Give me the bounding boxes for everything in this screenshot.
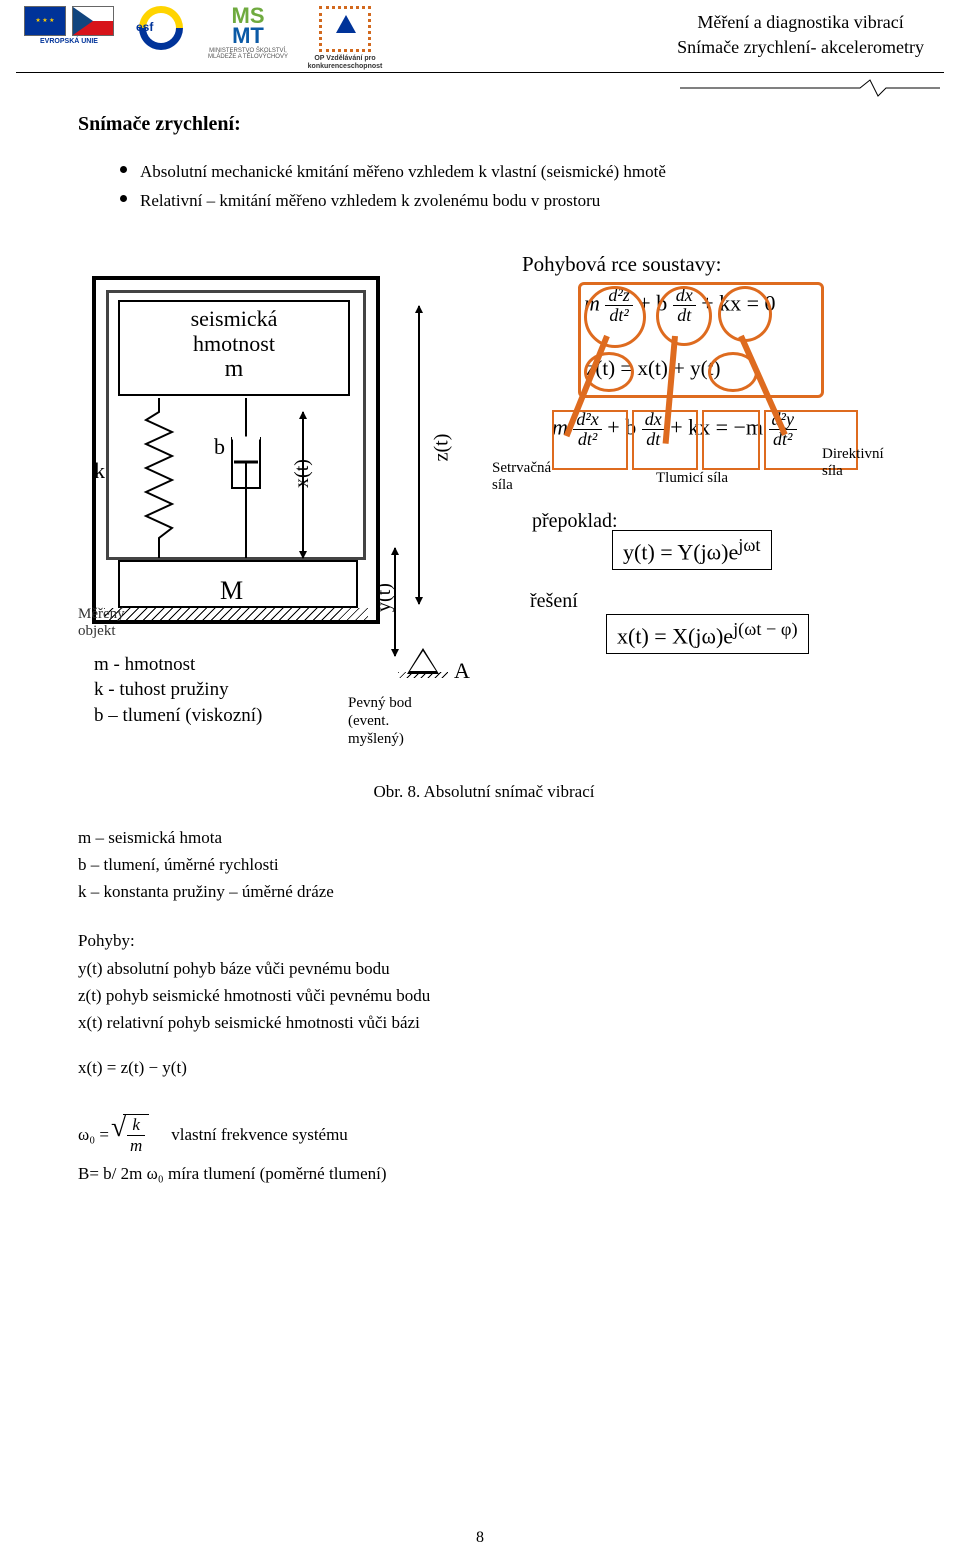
sensor-frame: seismická hmotnost m bbox=[92, 276, 380, 624]
cz-flag-icon bbox=[72, 6, 114, 36]
motions-title: Pohyby: bbox=[78, 927, 890, 954]
def-m: m – seismická hmota bbox=[78, 824, 890, 851]
page-number: 8 bbox=[0, 1529, 960, 1547]
label-directive-force: Direktivní síla bbox=[822, 446, 884, 481]
zt-arrow bbox=[418, 306, 420, 604]
eu-flag-icon: ★ ★ ★ bbox=[24, 6, 66, 36]
eu-label: EVROPSKÁ UNIE bbox=[24, 38, 114, 45]
motion-y: y(t) absolutní pohyb báze vůči pevnému b… bbox=[78, 955, 890, 982]
logo-op: OP Vzdělávání pro konkurenceschopnost bbox=[300, 6, 390, 70]
seismic-mass-box: seismická hmotnost m bbox=[118, 300, 350, 396]
motions: Pohyby: y(t) absolutní pohyb báze vůči p… bbox=[78, 927, 890, 1036]
label-yt: y(t) bbox=[370, 586, 399, 609]
definitions: m – seismická hmota b – tlumení, úměrné … bbox=[78, 824, 890, 906]
ground-hatch bbox=[104, 608, 368, 620]
label-A: A bbox=[454, 658, 470, 684]
header-line2: Snímače zrychlení- akcelerometry bbox=[677, 35, 924, 60]
page-header: ★ ★ ★ EVROPSKÁ UNIE esf MS MT MINISTERST… bbox=[16, 0, 944, 73]
header-divider-decoration bbox=[680, 78, 940, 98]
damping-equation: B= b/ 2m ω₀ míra tlumení (poměrné tlumen… bbox=[78, 1164, 890, 1184]
header-line1: Měření a diagnostika vibrací bbox=[677, 10, 924, 35]
label-xt: x(t) bbox=[288, 462, 317, 485]
fixed-point-icon bbox=[398, 648, 448, 692]
bullet-item: Absolutní mechanické kmitání měřeno vzhl… bbox=[120, 158, 890, 187]
main-figure: seismická hmotnost m bbox=[78, 246, 898, 766]
highlight-circle bbox=[718, 286, 772, 342]
motion-z: z(t) pohyb seismické hmotnosti vůči pevn… bbox=[78, 982, 890, 1009]
motion-x: x(t) relativní pohyb seismické hmotnosti… bbox=[78, 1009, 890, 1036]
label-big-m: M bbox=[220, 576, 243, 606]
label-k: k bbox=[94, 458, 105, 484]
highlight-term-box bbox=[702, 410, 760, 470]
highlight-circle bbox=[656, 286, 712, 346]
bullet-list: Absolutní mechanické kmitání měřeno vzhl… bbox=[120, 158, 890, 216]
sqrt-icon: √ k m bbox=[123, 1114, 149, 1156]
measured-object-label: Měřený objekt bbox=[78, 606, 125, 641]
fixed-point-label: Pevný bod (event. myšlený) bbox=[348, 694, 412, 748]
header-logos: ★ ★ ★ EVROPSKÁ UNIE esf MS MT MINISTERST… bbox=[24, 6, 390, 70]
damper-icon bbox=[226, 398, 266, 558]
label-damping-force: Tlumicí síla bbox=[656, 470, 728, 487]
highlight-term-box bbox=[632, 410, 698, 470]
logo-msmt: MS MT MINISTERSTVO ŠKOLSTVÍ, MLÁDEŽE A T… bbox=[208, 6, 288, 61]
bullet-item: Relativní – kmitání měřeno vzhledem k zv… bbox=[120, 187, 890, 216]
label-zt: z(t) bbox=[428, 436, 456, 459]
logo-esf: esf bbox=[126, 6, 196, 56]
solution-label: řešení bbox=[530, 590, 578, 613]
omega-equation: ω₀ = √ k m vlastní frekvence systému bbox=[78, 1114, 890, 1156]
spring-icon bbox=[144, 398, 174, 558]
label-inertia-force: Setrvačná síla bbox=[492, 460, 551, 495]
figure-left-notes: m - hmotnost k - tuhost pružiny b – tlum… bbox=[94, 652, 262, 729]
label-b: b bbox=[214, 434, 225, 460]
assumption-label: přepoklad: bbox=[532, 510, 618, 533]
highlight-term-box bbox=[552, 410, 628, 470]
def-k: k – konstanta pružiny – úměrné dráze bbox=[78, 878, 890, 905]
boxed-x-equation: x(t) = X(jω)ej(ωt − φ) bbox=[606, 614, 809, 654]
def-b: b – tlumení, úměrné rychlosti bbox=[78, 851, 890, 878]
highlight-circle bbox=[584, 286, 646, 348]
xz-relation: x(t) = z(t) − y(t) bbox=[78, 1058, 890, 1078]
equation-title: Pohybová rce soustavy: bbox=[522, 252, 721, 277]
boxed-y-equation: y(t) = Y(jω)ejωt bbox=[612, 530, 772, 570]
logo-eu: ★ ★ ★ EVROPSKÁ UNIE bbox=[24, 6, 114, 45]
figure-caption: Obr. 8. Absolutní snímač vibrací bbox=[78, 782, 890, 802]
page-title: Snímače zrychlení: bbox=[78, 113, 890, 136]
header-text: Měření a diagnostika vibrací Snímače zry… bbox=[677, 10, 924, 60]
